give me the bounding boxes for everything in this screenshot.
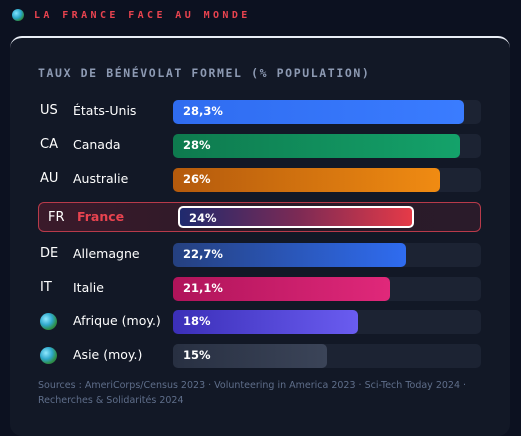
bar-row: CA Canada 28% — [0, 134, 521, 158]
page-title: LA FRANCE FACE AU MONDE — [34, 9, 251, 21]
bar-row: Afrique (moy.) 18% — [0, 310, 521, 334]
chart-card — [10, 36, 510, 436]
bar-value-label: 18% — [183, 314, 211, 328]
bar-track: 15% — [173, 344, 481, 368]
bar-afrique-moy-: 18% — [173, 310, 358, 334]
bar-us: 28,3% — [173, 100, 464, 124]
country-name: Canada — [73, 137, 121, 152]
sources-note: Sources : AmeriCorps/Census 2023 · Volun… — [38, 380, 467, 406]
globe-icon — [12, 9, 24, 21]
bar-track: 28% — [173, 134, 481, 158]
globe-icon — [40, 313, 64, 334]
bar-value-label: 22,7% — [183, 247, 223, 261]
bar-fr: 24% — [178, 206, 414, 228]
bar-track: 26% — [173, 168, 481, 192]
bar-it: 21,1% — [173, 277, 390, 301]
globe-icon — [40, 347, 64, 368]
bar-track: 18% — [173, 310, 481, 334]
country-code: US — [40, 103, 58, 118]
country-name: Allemagne — [73, 246, 140, 261]
bar-row: DE Allemagne 22,7% — [0, 243, 521, 267]
bar-value-label: 24% — [189, 211, 217, 225]
country-code: IT — [40, 280, 52, 295]
bar-track: 21,1% — [173, 277, 481, 301]
bar-au: 26% — [173, 168, 440, 192]
bar-track: 28,3% — [173, 100, 481, 124]
country-code: CA — [40, 137, 58, 152]
bar-value-label: 15% — [183, 348, 211, 362]
chart-title: TAUX DE BÉNÉVOLAT FORMEL (% POPULATION) — [38, 66, 371, 80]
bar-asie-moy-: 15% — [173, 344, 327, 368]
bar-ca: 28% — [173, 134, 460, 158]
bar-value-label: 28,3% — [183, 104, 223, 118]
country-name: États-Unis — [73, 103, 137, 118]
country-name: Italie — [73, 280, 104, 295]
bar-row: Asie (moy.) 15% — [0, 344, 521, 368]
bar-value-label: 26% — [183, 172, 211, 186]
country-code: FR — [48, 210, 65, 225]
page-header: LA FRANCE FACE AU MONDE — [12, 6, 251, 24]
bar-track: 22,7% — [173, 243, 481, 267]
bar-value-label: 28% — [183, 138, 211, 152]
country-name: France — [77, 209, 125, 224]
bar-row: AU Australie 26% — [0, 168, 521, 192]
country-name: Asie (moy.) — [73, 347, 143, 362]
bar-row: IT Italie 21,1% — [0, 277, 521, 301]
bar-row: US États-Unis 28,3% — [0, 100, 521, 124]
bar-value-label: 21,1% — [183, 281, 223, 295]
country-code: DE — [40, 246, 59, 261]
bar-de: 22,7% — [173, 243, 406, 267]
country-name: Australie — [73, 171, 129, 186]
country-name: Afrique (moy.) — [73, 313, 161, 328]
country-code: AU — [40, 171, 59, 186]
